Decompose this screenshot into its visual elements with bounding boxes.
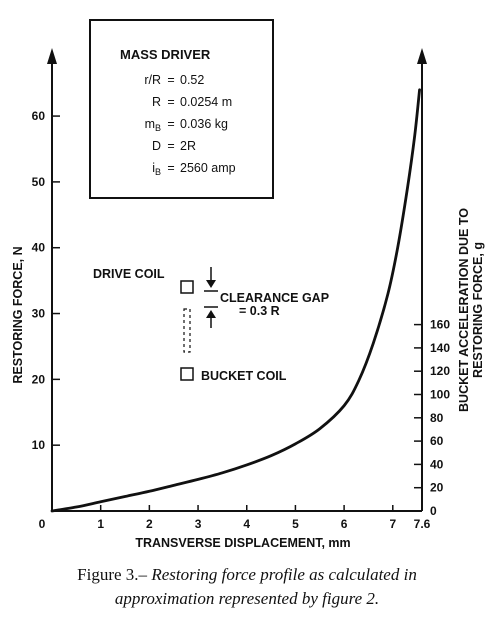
parameter-box-title: MASS DRIVER [120,47,211,62]
parameter-equals: = [167,73,174,87]
parameter-symbol-subscript: B [155,167,161,177]
restoring-force-chart: 0 1 2 3 4 5 6 7 7.6 10 20 30 40 50 60 0 20 40 60 80 100 120 14… [11,19,485,550]
y-right-axis-arrow [417,48,427,64]
y-right-tick-label: 140 [430,341,450,355]
axes [47,48,427,512]
y-right-tick-label: 120 [430,364,450,378]
y-left-tick-label: 20 [32,372,46,386]
y-left-axis-title: RESTORING FORCE, N [11,246,25,383]
x-tick-label: 1 [97,517,104,531]
y-left-axis-arrow [47,48,57,64]
parameter-equals: = [167,117,174,131]
coil-dashed-outline [183,308,191,353]
y-right-tick-label: 0 [430,504,437,518]
parameter-equals: = [167,161,174,175]
coil-schematic: DRIVE COIL BUCKET COIL CLEARANCE GAP = 0… [93,267,329,383]
x-axis-title: TRANSVERSE DISPLACEMENT, mm [135,536,350,550]
x-tick-label: 6 [341,517,348,531]
y-right-tick-label: 160 [430,318,450,332]
parameter-value: 2R [180,139,196,153]
parameter-symbol: R [152,95,161,109]
parameter-symbol-subscript: B [155,123,161,133]
parameter-equals: = [167,95,174,109]
x-tick-label: 0 [39,517,46,531]
bucket-coil-label: BUCKET COIL [201,369,287,383]
y-left-tick-label: 40 [32,241,46,255]
parameter-value: 0.52 [180,73,204,87]
parameter-symbol: D [152,139,161,153]
y-left-tick-label: 50 [32,175,46,189]
x-tick-label: 7.6 [414,517,431,531]
parameter-box-frame [89,19,274,199]
parameter-value: 2560 amp [180,161,236,175]
x-tick-label: 3 [195,517,202,531]
x-tick-label: 5 [292,517,299,531]
figure-caption-line1: Figure 3.– Restoring force profile as ca… [0,565,494,585]
clearance-gap-value: = 0.3 R [239,304,280,318]
clearance-gap-label: CLEARANCE GAP [220,291,329,305]
x-tick-label: 7 [389,517,396,531]
y-right-tick-label: 40 [430,457,444,471]
clearance-gap-indicator [204,267,218,328]
parameter-value: 0.036 kg [180,117,228,131]
parameter-symbol: iB [152,161,161,177]
parameter-symbol: r/R [144,73,161,87]
drive-coil-square [180,280,194,294]
figure-caption-lead: Figure 3.– [77,565,148,584]
y-left-tick-label: 30 [32,307,46,321]
y-right-tick-label: 20 [430,481,444,495]
x-tick-label: 4 [243,517,250,531]
curve-layer [50,88,421,513]
figure-caption-line2: approximation represented by figure 2. [0,589,494,609]
y-left-tick-label: 10 [32,438,46,452]
parameter-value: 0.0254 m [180,95,232,109]
restoring-force-curve [50,88,421,513]
y-right-axis-title-line1: BUCKET ACCELERATION DUE TO [457,208,471,412]
y-right-axis-title-line2: RESTORING FORCE, g [471,242,485,378]
y-right-tick-label: 60 [430,434,444,448]
figure-caption-line2-text: approximation represented by figure 2. [114,589,380,608]
ticks: 0 1 2 3 4 5 6 7 7.6 10 20 30 40 50 60 0 20 40 60 80 100 120 14… [32,109,451,531]
drive-coil-label: DRIVE COIL [93,267,165,281]
y-left-tick-label: 60 [32,109,46,123]
x-tick-label: 2 [146,517,153,531]
parameter-equals: = [167,139,174,153]
y-right-tick-label: 100 [430,388,450,402]
figure-caption-line1-text: Restoring force profile as calculated in [151,565,417,584]
bucket-coil-square [180,367,194,381]
parameter-box: MASS DRIVER r/R = 0.52R = 0.0254 mmB = 0.036 k… [89,19,274,199]
y-right-tick-label: 80 [430,411,444,425]
